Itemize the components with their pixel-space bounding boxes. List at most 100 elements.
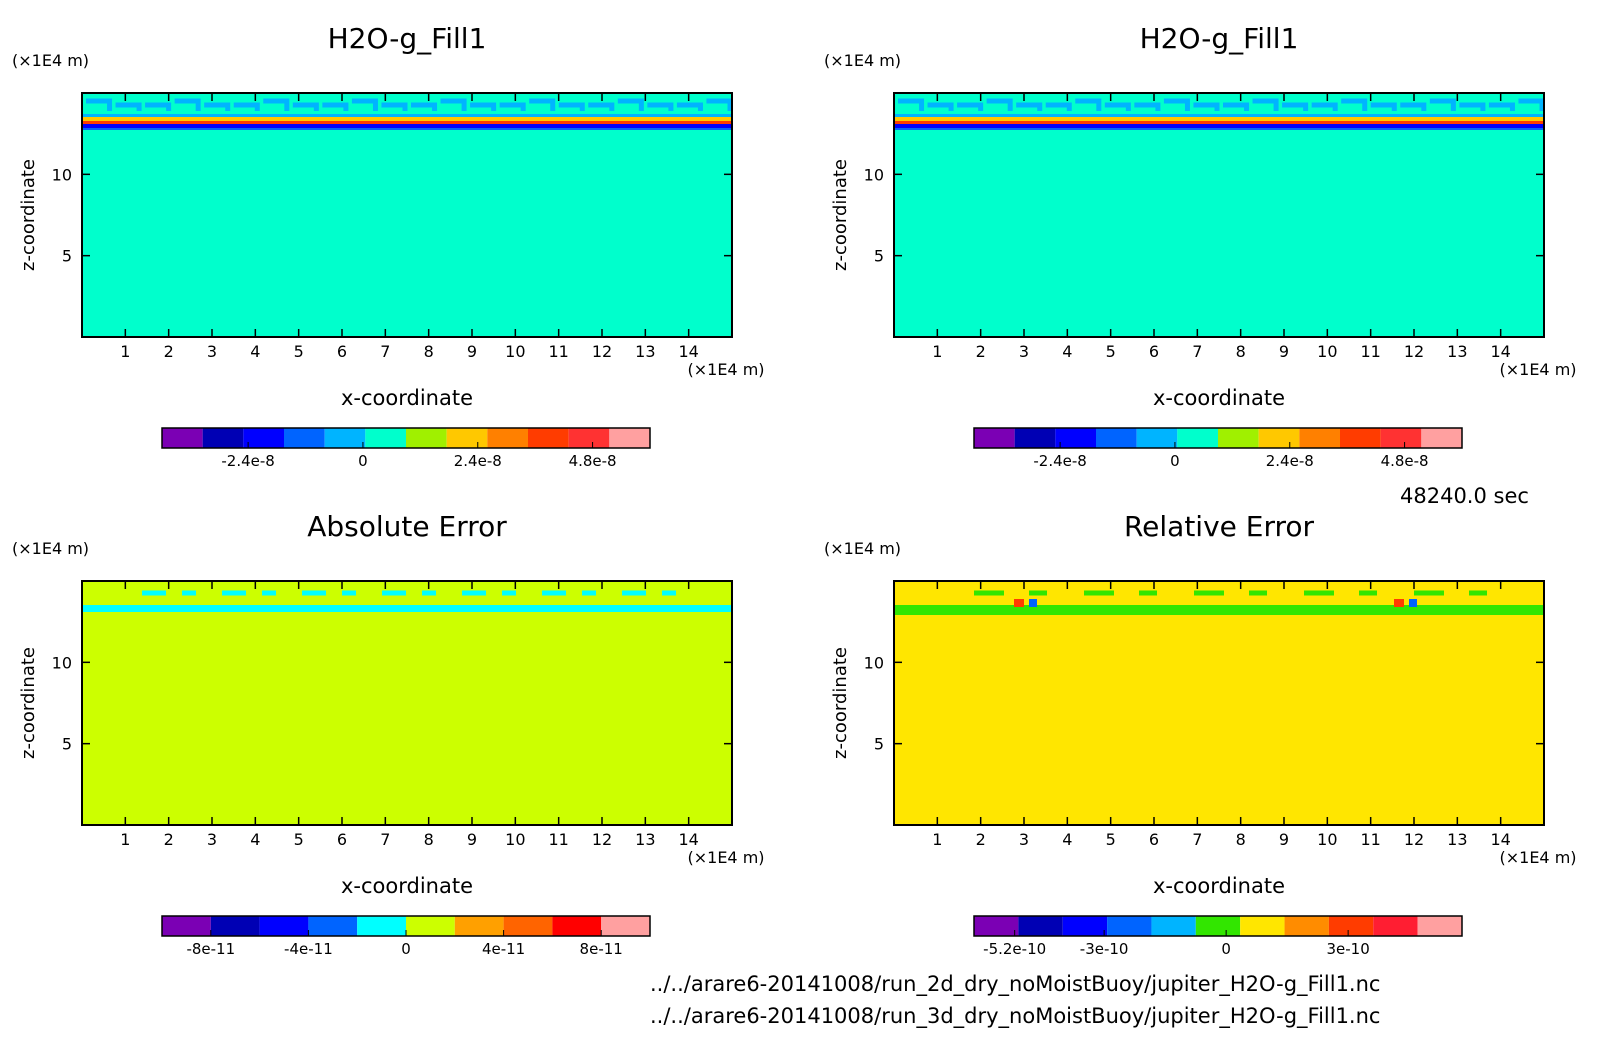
colorbar-tick-label: 4.8e-8 <box>569 452 617 470</box>
y-axis-label: z-coordinate <box>830 159 851 271</box>
colorbar-cell <box>1151 916 1196 936</box>
x-tick-label: 2 <box>164 830 174 849</box>
colorbar-cell <box>1421 428 1462 448</box>
chart-panel-4: Relative Error(×1E4 m)1 2 3 4 5 6 7 8 9 10 11 12 13 1… <box>824 510 1577 958</box>
plot-frame <box>81 92 733 338</box>
colorbar-tick-label: 0 <box>358 452 368 470</box>
colorbar-cell <box>259 916 309 936</box>
colorbar-cell <box>1018 916 1063 936</box>
colorbar-cell <box>1373 916 1418 936</box>
x-tick-label: 6 <box>337 830 347 849</box>
x-tick-label: 7 <box>380 830 390 849</box>
field-band <box>82 128 732 130</box>
x-tick-label: 4 <box>1062 830 1072 849</box>
x-tick-label: 5 <box>1106 830 1116 849</box>
colorbar-cell <box>1328 916 1374 936</box>
field-spot <box>1409 599 1417 607</box>
x-tick-label: 13 <box>1447 342 1467 361</box>
colorbar-cell <box>601 916 650 936</box>
x-tick-label: 11 <box>1360 342 1380 361</box>
field-band <box>894 605 1544 615</box>
chart-title: H2O-g_Fill1 <box>1140 22 1299 55</box>
colorbar-frame <box>973 427 1463 449</box>
y-axis-label: z-coordinate <box>830 647 851 759</box>
x-tick-label: 8 <box>1236 830 1246 849</box>
colorbar-cell <box>568 428 610 448</box>
x-tick-label: 4 <box>250 342 260 361</box>
x-tick-label: 1 <box>120 830 130 849</box>
x-tick-label: 14 <box>1490 342 1510 361</box>
x-tick-label: 12 <box>592 342 612 361</box>
colorbar-cell <box>1096 428 1137 448</box>
colorbar-tick-label: 4.8e-8 <box>1381 452 1429 470</box>
x-tick-label: 10 <box>1317 342 1337 361</box>
chart-title: Absolute Error <box>307 510 507 543</box>
colorbar-cell <box>1417 916 1462 936</box>
x-tick-label: 12 <box>592 830 612 849</box>
x-tick-label: 3 <box>1019 830 1029 849</box>
chart-panel-2: H2O-g_Fill1(×1E4 m)1 2 3 4 5 6 7 8 9 10 11 12 13 1451… <box>824 22 1577 470</box>
y-tick-label: 5 <box>62 735 72 754</box>
field-band <box>82 124 732 128</box>
colorbar-cell <box>974 916 1019 936</box>
x-tick-label: 9 <box>1279 342 1289 361</box>
colorbar-cell <box>609 428 650 448</box>
y-axis-unit: (×1E4 m) <box>12 539 89 558</box>
x-tick-label: 9 <box>467 830 477 849</box>
colorbar-cell <box>1258 428 1300 448</box>
field-band <box>894 128 1544 130</box>
colorbar-cell <box>446 428 488 448</box>
x-axis-label: x-coordinate <box>1153 386 1285 410</box>
x-tick-label: 12 <box>1404 830 1424 849</box>
x-axis-unit: (×1E4 m) <box>687 360 764 379</box>
plot-field <box>82 93 732 337</box>
colorbar-cell <box>406 428 447 448</box>
x-axis-unit: (×1E4 m) <box>1499 360 1576 379</box>
x-axis-unit: (×1E4 m) <box>687 848 764 867</box>
x-tick-label: 11 <box>1360 830 1380 849</box>
x-tick-label: 11 <box>548 342 568 361</box>
x-tick-label: 7 <box>380 342 390 361</box>
x-tick-label: 1 <box>932 342 942 361</box>
colorbar-cell <box>1014 428 1056 448</box>
colorbar-tick-label: 4e-11 <box>482 940 525 958</box>
x-tick-label: 9 <box>1279 830 1289 849</box>
colorbar-cell <box>528 428 569 448</box>
plot-frame <box>81 580 733 826</box>
field-band <box>894 114 1544 117</box>
x-tick-label: 2 <box>976 830 986 849</box>
field-structure <box>898 98 1545 111</box>
x-tick-label: 5 <box>1106 342 1116 361</box>
colorbar-cell <box>1340 428 1381 448</box>
colorbar-cell <box>1055 428 1096 448</box>
y-tick-label: 5 <box>874 735 884 754</box>
colorbar-cell <box>1177 428 1218 448</box>
x-tick-label: 13 <box>1447 830 1467 849</box>
colorbar-tick-label: 8e-11 <box>580 940 623 958</box>
colorbar-cell <box>202 428 244 448</box>
colorbar-cell <box>1240 916 1285 936</box>
x-tick-label: 14 <box>678 830 698 849</box>
x-tick-label: 9 <box>467 342 477 361</box>
colorbar-cell <box>308 916 358 936</box>
x-tick-label: 13 <box>635 830 655 849</box>
colorbar-tick-label: 0 <box>401 940 411 958</box>
field-band <box>82 121 732 124</box>
colorbar-cell <box>210 916 260 936</box>
colorbar-tick-label: 0 <box>1170 452 1180 470</box>
x-tick-label: 2 <box>976 342 986 361</box>
colorbar-cell <box>162 428 203 448</box>
colorbar-cell <box>1195 916 1241 936</box>
colorbar-cell <box>487 428 528 448</box>
x-tick-label: 8 <box>424 830 434 849</box>
plot-frame <box>893 580 1545 826</box>
x-tick-label: 6 <box>337 342 347 361</box>
y-axis-label: z-coordinate <box>18 159 39 271</box>
plot-field <box>894 93 1544 337</box>
x-tick-label: 3 <box>207 342 217 361</box>
y-tick-label: 5 <box>874 247 884 266</box>
colorbar-tick-label: -4e-11 <box>284 940 333 958</box>
colorbar-tick-label: -2.4e-8 <box>1033 452 1086 470</box>
colorbar-frame <box>973 915 1463 937</box>
